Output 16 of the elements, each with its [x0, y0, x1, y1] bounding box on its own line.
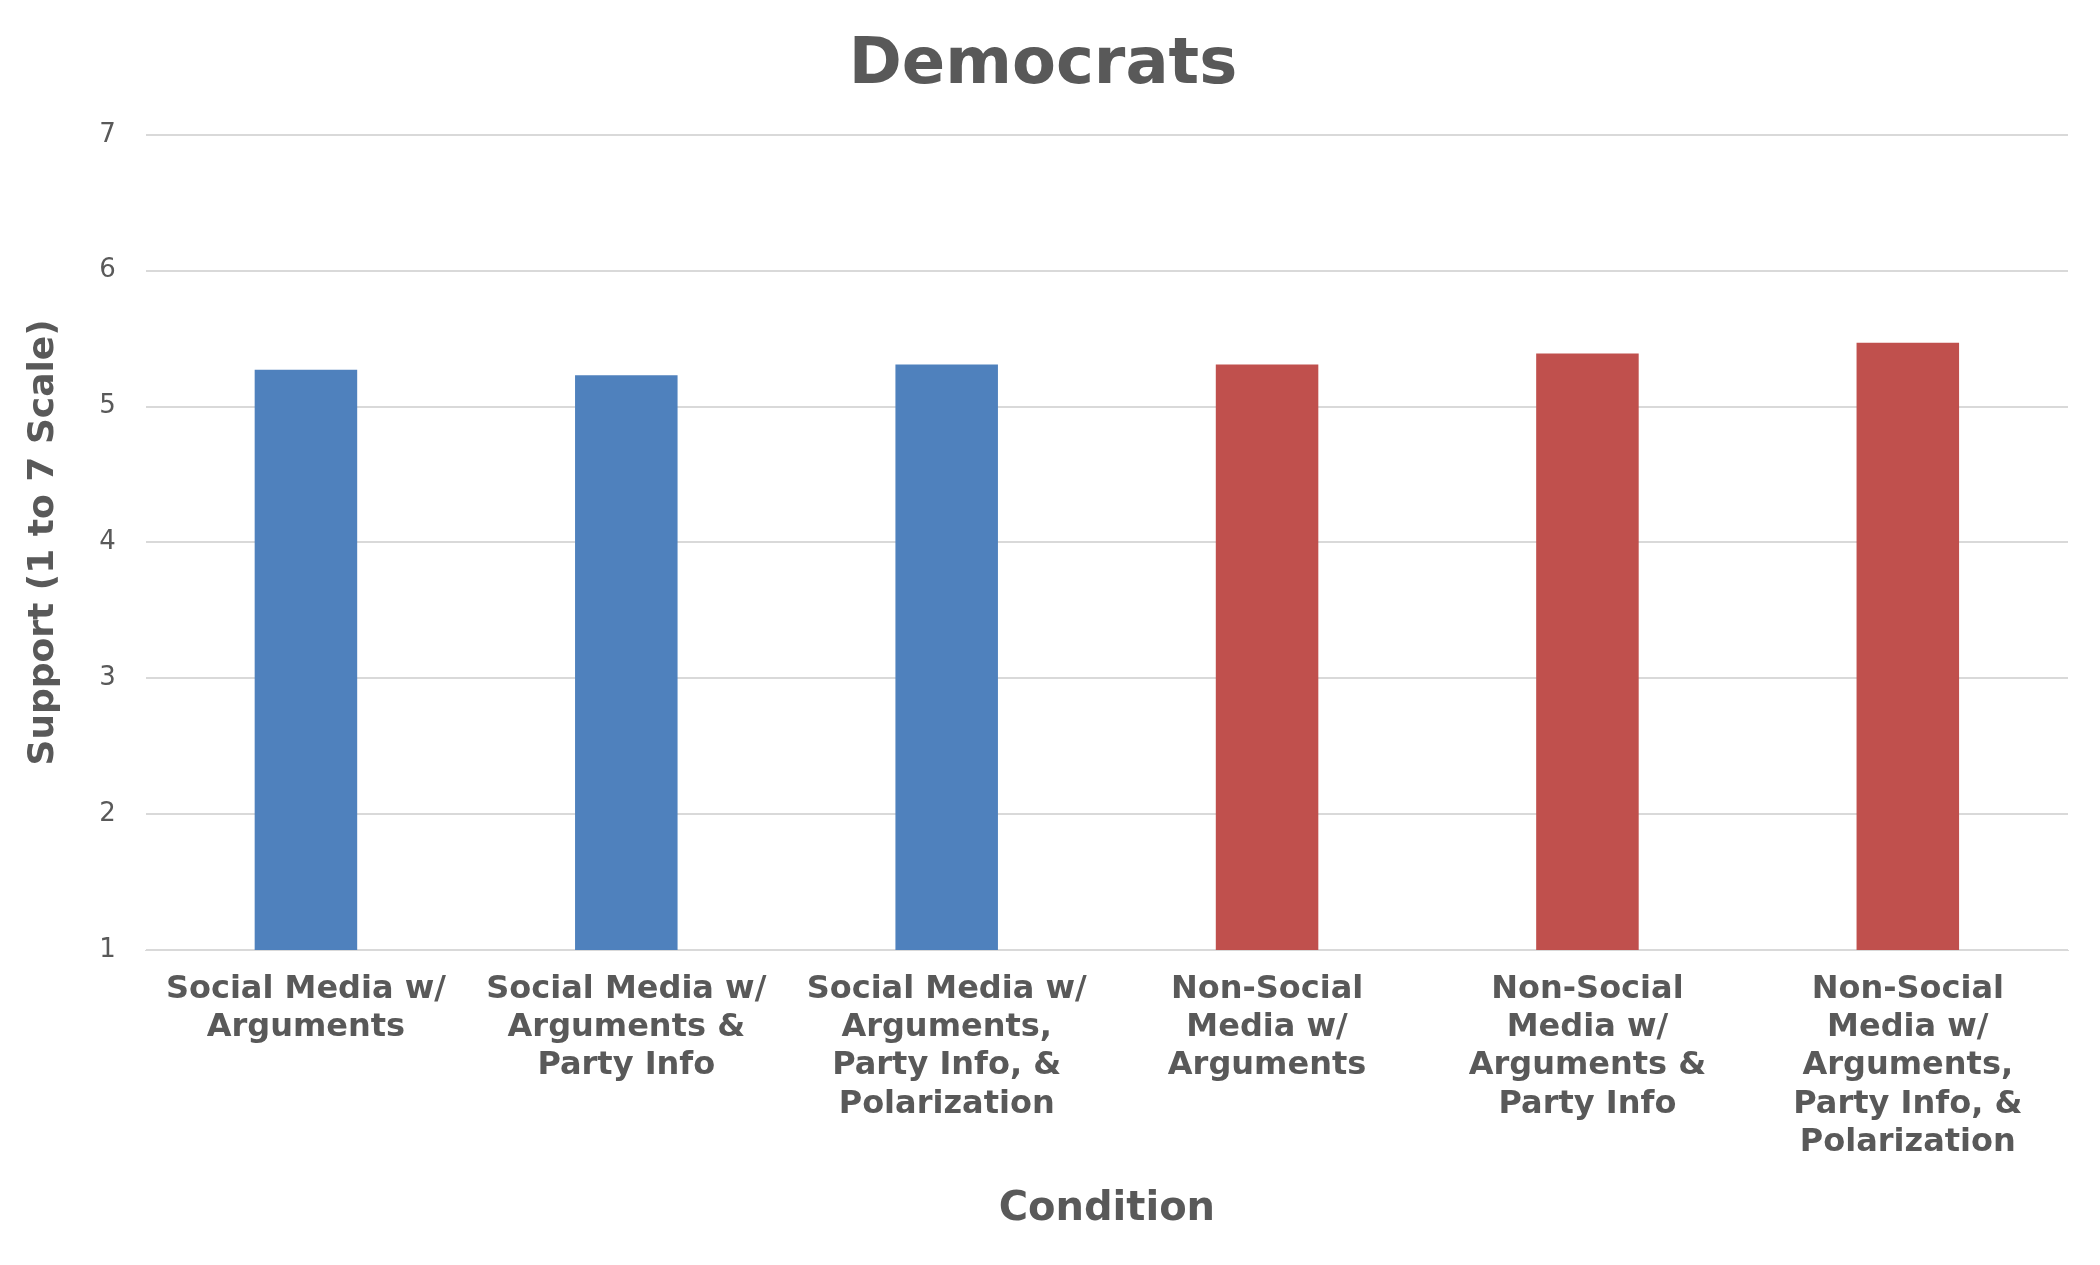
x-tick-label: Social Media w/ Arguments	[165, 967, 447, 1044]
y-tick-label: 1	[99, 932, 116, 963]
x-tick-label: Social Media w/ Arguments & Party Info	[486, 967, 767, 1083]
x-tick-label: Social Media w/ Arguments, Party Info, & Polarization	[806, 967, 1088, 1121]
y-tick-label: 3	[99, 661, 116, 692]
x-tick-label: Non-Social Media w/ Arguments	[1167, 967, 1367, 1083]
y-tick-label: 7	[99, 117, 116, 148]
x-tick-label: Non-Social Media w/ Arguments & Party Info	[1468, 967, 1707, 1121]
y-tick-label: 2	[99, 796, 116, 827]
x-tick-label: Non-Social Media w/ Arguments, Party Info, & Polarization	[1793, 967, 2023, 1160]
y-tick-label: 6	[99, 253, 116, 284]
y-tick-label: 4	[99, 525, 116, 556]
chart-title: Democrats	[848, 24, 1238, 99]
y-axis-title: Support (1 to 7 Scale)	[19, 319, 61, 766]
x-axis-title: Condition	[998, 1183, 1216, 1230]
y-tick-label: 5	[99, 389, 116, 420]
